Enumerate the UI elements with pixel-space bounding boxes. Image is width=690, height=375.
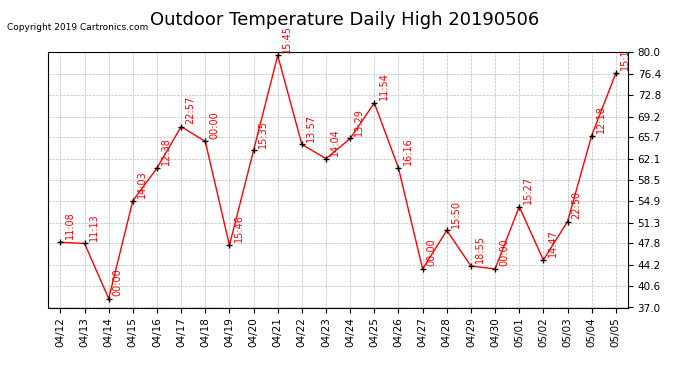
Text: 22:57: 22:57 (186, 96, 195, 124)
Text: 00:00: 00:00 (113, 268, 123, 296)
Text: 15:45: 15:45 (282, 25, 292, 52)
Text: Temperature (°F): Temperature (°F) (513, 31, 612, 40)
Text: 22:50: 22:50 (572, 190, 582, 219)
Text: 11:54: 11:54 (379, 72, 388, 100)
Text: 15:1: 15:1 (620, 49, 630, 70)
Text: 14:04: 14:04 (331, 128, 340, 156)
Text: 15:50: 15:50 (451, 200, 461, 228)
Text: Copyright 2019 Cartronics.com: Copyright 2019 Cartronics.com (7, 22, 148, 32)
Text: Outdoor Temperature Daily High 20190506: Outdoor Temperature Daily High 20190506 (150, 11, 540, 29)
Text: 15:27: 15:27 (524, 176, 533, 204)
Text: 15:35: 15:35 (258, 120, 268, 148)
Text: 15:46: 15:46 (234, 214, 244, 243)
Text: 11:08: 11:08 (65, 212, 75, 240)
Text: 12:18: 12:18 (596, 105, 606, 133)
Text: 14:03: 14:03 (137, 170, 147, 198)
Text: 16:16: 16:16 (403, 138, 413, 165)
Text: 12:38: 12:38 (161, 138, 171, 165)
Text: 00:00: 00:00 (500, 238, 509, 266)
Text: 14:47: 14:47 (548, 230, 558, 257)
Text: 11:13: 11:13 (89, 213, 99, 241)
Text: 00:00: 00:00 (210, 111, 219, 139)
Text: 13:57: 13:57 (306, 114, 316, 142)
Text: 13:29: 13:29 (355, 108, 364, 136)
Text: 00:00: 00:00 (427, 238, 437, 266)
Text: 18:55: 18:55 (475, 235, 485, 263)
